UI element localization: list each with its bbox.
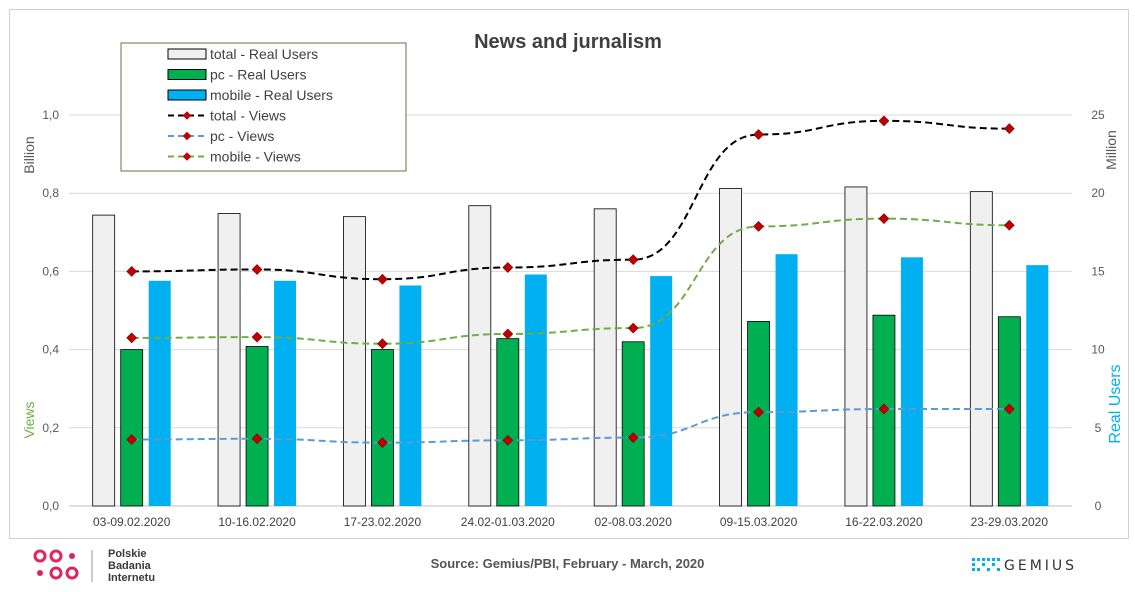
chart-svg: 0,0 0,2 0,4 0,6 0,8 1,0 0 5 10 15 20 25 Billion Views… <box>21 31 1124 529</box>
left-tick-label: 0,6 <box>42 264 59 278</box>
legend-marker-mobile-views <box>182 152 192 161</box>
pbi-line-2: Badania <box>108 560 151 572</box>
pbi-logo-text: Polskie Badania Internetu <box>108 548 155 584</box>
legend-box <box>120 42 407 172</box>
right-tick-label: 15 <box>1091 264 1105 278</box>
bar-total <box>468 205 492 507</box>
point-total-views <box>251 264 263 275</box>
gemius-logo-icon <box>972 558 1000 571</box>
right-tick-label: 0 <box>1095 499 1102 513</box>
point-mobile-views <box>377 338 388 350</box>
bar-mobile <box>148 280 171 506</box>
point-pc-views <box>502 434 514 446</box>
bar-mobile <box>650 276 673 506</box>
bar-total <box>844 186 868 507</box>
right-tick-label: 10 <box>1091 343 1105 357</box>
bar-mobile <box>274 280 297 506</box>
line-mobile-views <box>131 217 1010 345</box>
x-tick-label: 24.02-01.03.2020 <box>461 515 555 529</box>
point-pc-views <box>126 434 138 445</box>
point-pc-views <box>251 433 263 445</box>
chart-frame: 0,0 0,2 0,4 0,6 0,8 1,0 0 5 10 15 20 25 Billion Views… <box>9 9 1129 539</box>
legend-label-pc-views: pc - Views <box>210 128 274 144</box>
bar-pc <box>120 349 144 507</box>
left-tick-label: 0,8 <box>42 186 59 200</box>
point-mobile-views <box>753 221 764 232</box>
pbi-line-1: Polskie <box>108 548 147 560</box>
legend-marker-total-views <box>182 111 192 120</box>
bar-mobile <box>1026 265 1049 506</box>
legend-label-total-views: total - Views <box>210 108 286 124</box>
point-mobile-views <box>502 328 514 340</box>
bar-total <box>343 216 366 507</box>
point-total-views <box>502 262 514 273</box>
point-mobile-views <box>1003 219 1015 231</box>
gemius-logo-text: GEMIUS <box>1004 558 1078 574</box>
right-tick-label: 20 <box>1091 186 1105 200</box>
point-pc-views <box>753 406 764 418</box>
x-tick-label: 10-16.02.2020 <box>218 515 296 529</box>
x-tick-label: 09-15.03.2020 <box>720 515 798 529</box>
x-tick-label: 03-09.02.2020 <box>93 515 171 529</box>
chart-title: News and jurnalism <box>474 31 662 53</box>
bar-total <box>969 191 993 507</box>
x-tick-label: 02-08.03.2020 <box>594 515 672 529</box>
legend-swatch-mobile-real-users <box>167 89 207 101</box>
point-pc-views <box>878 403 890 415</box>
bar-total <box>92 214 116 507</box>
left-axis-label: Views <box>21 401 37 438</box>
point-total-views <box>1003 123 1015 135</box>
point-total-views <box>627 254 639 266</box>
point-mobile-views <box>251 331 263 343</box>
bar-total <box>593 208 617 507</box>
legend-swatch-total-real-users <box>167 48 207 60</box>
line-pc-views <box>131 408 1010 444</box>
point-mobile-views <box>627 322 639 334</box>
x-tick-label: 23-29.03.2020 <box>971 515 1049 529</box>
point-pc-views <box>377 437 388 449</box>
bar-mobile <box>399 285 422 506</box>
left-tick-label: 0,4 <box>42 343 59 357</box>
point-pc-views <box>627 432 639 443</box>
bar-total <box>217 213 241 507</box>
point-total-views <box>126 266 138 277</box>
point-total-views <box>753 129 764 140</box>
bar-mobile <box>524 274 547 506</box>
pbi-line-3: Internetu <box>108 572 156 584</box>
point-total-views <box>377 273 388 285</box>
legend-label-mobile-views: mobile - Views <box>210 149 301 165</box>
right-tick-label: 25 <box>1091 108 1105 122</box>
left-tick-label: 0,0 <box>42 499 59 513</box>
bar-pc <box>371 349 394 507</box>
left-unit-label: Billion <box>21 136 37 173</box>
pbi-logo-icon <box>33 549 93 582</box>
point-mobile-views <box>878 213 890 224</box>
right-axis-label: Real Users <box>1107 364 1124 443</box>
legend-label-pc-real-users: pc - Real Users <box>210 67 306 83</box>
bar-mobile <box>775 254 798 506</box>
bar-pc <box>621 341 645 507</box>
x-tick-label: 17-23.02.2020 <box>344 515 422 529</box>
legend-label-mobile-real-users: mobile - Real Users <box>210 87 333 103</box>
x-tick-label: 16-22.03.2020 <box>845 515 923 529</box>
right-tick-label: 5 <box>1095 421 1102 435</box>
right-unit-label: Million <box>1103 130 1119 170</box>
bar-pc <box>245 346 269 507</box>
left-tick-label: 0,2 <box>42 421 59 435</box>
point-mobile-views <box>126 332 138 344</box>
source-caption: Source: Gemius/PBI, February - March, 20… <box>430 556 705 571</box>
legend-marker-pc-views <box>182 131 192 141</box>
line-total-views <box>131 119 1010 281</box>
bar-total <box>719 188 742 507</box>
legend-swatch-pc-real-users <box>167 69 207 80</box>
left-tick-label: 1,0 <box>42 108 59 122</box>
legend-label-total-real-users: total - Real Users <box>210 46 318 62</box>
point-pc-views <box>1003 403 1015 415</box>
point-total-views <box>878 115 890 127</box>
bar-mobile <box>900 257 923 506</box>
bar-pc <box>496 338 520 507</box>
